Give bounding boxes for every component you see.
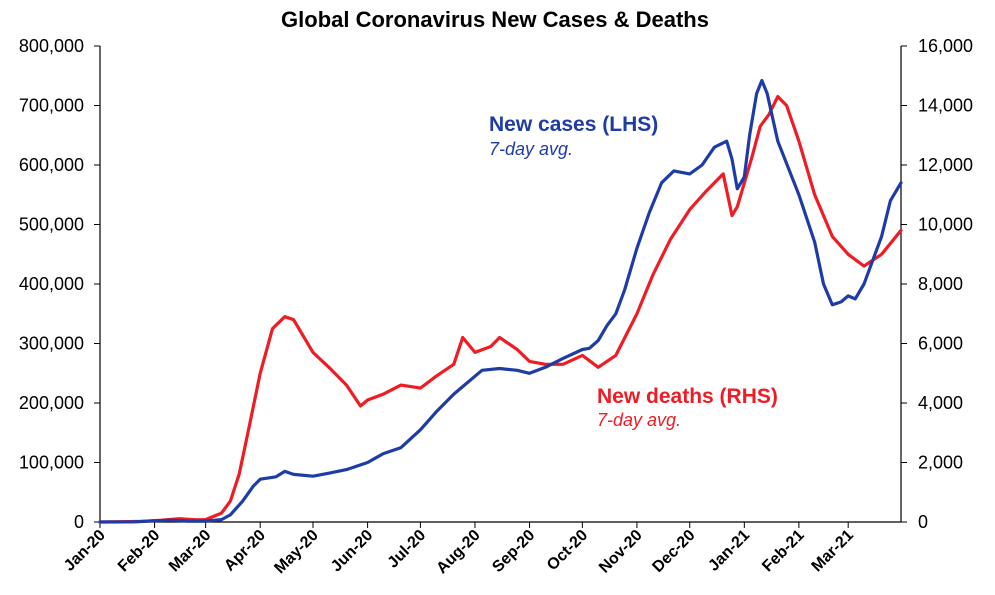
- y-right-tick-label: 4,000: [918, 393, 963, 413]
- y-left-tick-label: 500,000: [19, 215, 84, 235]
- y-left-ticks: 0 100,000 200,000 300,000 400,000 500,000 600,…: [19, 36, 100, 532]
- x-tick-label: Mar-20: [166, 527, 215, 576]
- x-ticks: Jan-20 Feb-20 Mar-20 Apr-20 May-20 Jun-20 Jul-…: [61, 522, 857, 577]
- y-left-tick-label: 700,000: [19, 96, 84, 116]
- x-tick-label: May-20: [271, 527, 321, 577]
- x-tick-label: Jan-20: [61, 527, 109, 575]
- cases-series-note: 7-day avg.: [489, 139, 573, 159]
- y-left-tick-label: 600,000: [19, 155, 84, 175]
- y-right-ticks: 0 2,000 4,000 6,000 8,000 10,000 12,000 14,000 1…: [901, 36, 973, 532]
- x-tick-label: Aug-20: [433, 527, 483, 577]
- y-right-tick-label: 12,000: [918, 155, 973, 175]
- y-right-tick-label: 2,000: [918, 453, 963, 473]
- deaths-label: New deaths (RHS) 7-day avg.: [597, 385, 778, 430]
- chart-title: Global Coronavirus New Cases & Deaths: [281, 7, 709, 32]
- x-tick-label: Nov-20: [596, 527, 646, 577]
- y-left-tick-label: 0: [74, 512, 84, 532]
- deaths-series-name: New deaths (RHS): [597, 385, 778, 408]
- x-tick-label: Sep-20: [489, 527, 538, 576]
- y-left-tick-label: 100,000: [19, 453, 84, 473]
- x-tick-label: Jun-20: [328, 527, 377, 576]
- x-tick-label: Dec-20: [649, 527, 698, 576]
- deaths-series-note: 7-day avg.: [597, 410, 681, 430]
- y-right-tick-label: 16,000: [918, 36, 973, 56]
- y-right-tick-label: 0: [918, 512, 928, 532]
- new-cases-line: [98, 78, 903, 524]
- y-left-tick-label: 400,000: [19, 274, 84, 294]
- y-right-tick-label: 14,000: [918, 96, 973, 116]
- y-left-tick-label: 300,000: [19, 334, 84, 354]
- series-layer: [98, 78, 903, 524]
- y-left-tick-label: 200,000: [19, 393, 84, 413]
- y-left-tick-label: 800,000: [19, 36, 84, 56]
- cases-series-name: New cases (LHS): [489, 113, 658, 136]
- y-right-tick-label: 8,000: [918, 274, 963, 294]
- x-tick-label: Feb-21: [759, 527, 808, 576]
- cases-label: New cases (LHS) 7-day avg.: [489, 113, 658, 159]
- x-tick-label: Jan-21: [705, 527, 753, 575]
- x-tick-label: Apr-20: [221, 527, 269, 575]
- x-tick-label: Oct-20: [544, 527, 591, 574]
- new-deaths-line: [98, 95, 903, 524]
- x-tick-label: Feb-20: [115, 527, 164, 576]
- y-right-tick-label: 6,000: [918, 334, 963, 354]
- y-right-tick-label: 10,000: [918, 215, 973, 235]
- x-tick-label: Mar-21: [809, 527, 858, 576]
- x-tick-label: Jul-20: [385, 527, 430, 572]
